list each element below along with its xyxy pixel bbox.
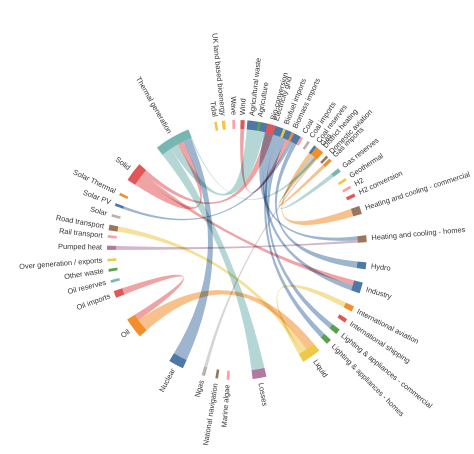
node-arc-agriculture[interactable] <box>256 121 261 132</box>
node-label-nuclear: Nuclear <box>157 366 177 393</box>
node-arc-road-transport[interactable] <box>108 224 119 232</box>
node-arc-hydro[interactable] <box>356 261 367 270</box>
node-arc-lighting-appliances-commercial[interactable] <box>329 324 340 334</box>
node-arc-coal-reserves[interactable] <box>308 145 317 155</box>
ribbon-wind-to-electricity-grid[interactable] <box>240 129 290 193</box>
node-arc-coal[interactable] <box>296 136 304 146</box>
node-label-heating-and-cooling-commercial: Heating and cooling - commercial <box>364 169 471 212</box>
node-label-pumped-heat: Pumped heat <box>58 242 102 252</box>
node-label-hydro: Hydro <box>371 261 392 272</box>
node-arc-gas-reserves[interactable] <box>331 168 341 178</box>
node-arc-industry[interactable] <box>351 280 363 294</box>
node-arc-thermal-generation[interactable] <box>156 129 192 155</box>
node-label-marine-algae: Marine algae <box>220 384 232 427</box>
node-arc-national-navigation[interactable] <box>215 369 220 379</box>
ribbon-solar-pv-to-electricity-grid[interactable] <box>123 140 293 221</box>
node-arcs-layer <box>107 120 367 380</box>
node-arc-marine-algae[interactable] <box>226 370 230 380</box>
ribbon-gas-to-heating-and-cooling-commercial[interactable] <box>281 152 354 226</box>
ribbon-thermal-generation-to-electricity-grid[interactable] <box>170 129 265 196</box>
node-arc-wave[interactable] <box>232 120 236 130</box>
node-arc-biomass-imports[interactable] <box>287 132 295 142</box>
node-arc-international-shipping[interactable] <box>337 314 348 323</box>
node-arc-geothermal[interactable] <box>337 178 347 186</box>
node-arc-solar-thermal[interactable] <box>119 192 129 200</box>
node-arc-coal-imports[interactable] <box>302 140 310 150</box>
node-arc-agricultural-waste[interactable] <box>249 120 254 130</box>
node-arc-ngas[interactable] <box>201 366 208 377</box>
node-arc-h2[interactable] <box>342 185 352 193</box>
node-label-solar: Solar <box>89 204 109 217</box>
node-label-wave: Wave <box>229 96 238 115</box>
node-label-wind: Wind <box>238 98 248 115</box>
node-label-solid: Solid <box>114 155 133 172</box>
node-arc-solid[interactable] <box>127 164 147 185</box>
node-label-ngas: Ngas <box>193 379 206 398</box>
node-arc-pumped-heat[interactable] <box>107 245 117 250</box>
node-arc-district-heating[interactable] <box>314 150 323 159</box>
node-label-h2: H2 <box>353 176 366 188</box>
node-arc-heating-and-cooling-homes[interactable] <box>357 235 367 243</box>
node-label-thermal-generation: Thermal generation <box>134 75 174 135</box>
ribbon-solid-to-thermal-generation[interactable] <box>135 141 202 210</box>
node-label-tidal: Tidal <box>208 100 220 117</box>
node-arc-nuclear[interactable] <box>169 353 187 369</box>
node-arc-liquid[interactable] <box>298 343 320 362</box>
node-arc-domestic-aviation[interactable] <box>320 155 329 164</box>
node-label-liquid: Liquid <box>311 358 330 379</box>
ribbon-oil-to-liquid[interactable] <box>138 290 314 350</box>
node-arc-bio-conversion[interactable] <box>265 123 276 135</box>
node-arc-international-aviation[interactable] <box>343 302 355 312</box>
ribbon-thermal-generation-to-losses[interactable] <box>162 148 265 371</box>
node-arc-wind[interactable] <box>240 120 245 130</box>
node-arc-other-waste[interactable] <box>108 267 118 272</box>
node-label-oil-imports: Oil imports <box>75 291 112 312</box>
node-label-industry: Industry <box>365 285 393 301</box>
ribbon-pumped-heat-to-heating-and-cooling-homes[interactable] <box>116 240 358 250</box>
ribbon-oil-imports-to-oil[interactable] <box>122 274 184 321</box>
node-arc-gas-imports[interactable] <box>322 158 332 168</box>
node-arc-oil-reserves[interactable] <box>110 278 120 283</box>
node-arc-uk-land-based-bioenergy[interactable] <box>221 120 226 130</box>
node-arc-solar-pv[interactable] <box>114 203 125 209</box>
node-arc-rail-transport[interactable] <box>107 235 117 239</box>
node-label-national-navigation: National navigation <box>201 383 220 447</box>
node-arc-h2-conversion[interactable] <box>345 193 356 201</box>
node-label-heating-and-cooling-homes: Heating and cooling - homes <box>371 225 466 242</box>
node-label-oil: Oil <box>119 327 132 340</box>
node-arc-losses[interactable] <box>251 367 267 380</box>
node-arc-oil-imports[interactable] <box>113 288 125 298</box>
node-arc-electricity-grid[interactable] <box>246 120 301 145</box>
node-arc-over-generation-exports[interactable] <box>107 258 117 262</box>
ribbon-nuclear-to-thermal-generation[interactable] <box>173 138 213 361</box>
ribbon-electricity-grid-to-industry[interactable] <box>263 133 353 291</box>
node-arc-oil[interactable] <box>127 314 147 337</box>
node-arc-tidal[interactable] <box>214 121 219 131</box>
node-arc-lighting-appliances-homes[interactable] <box>320 333 331 344</box>
node-arc-solar[interactable] <box>111 213 121 219</box>
ribbons-layer <box>116 129 358 371</box>
node-arc-heating-and-cooling-commercial[interactable] <box>350 205 362 217</box>
node-arc-biofuel-imports[interactable] <box>280 128 286 138</box>
node-label-losses: Losses <box>257 382 270 407</box>
